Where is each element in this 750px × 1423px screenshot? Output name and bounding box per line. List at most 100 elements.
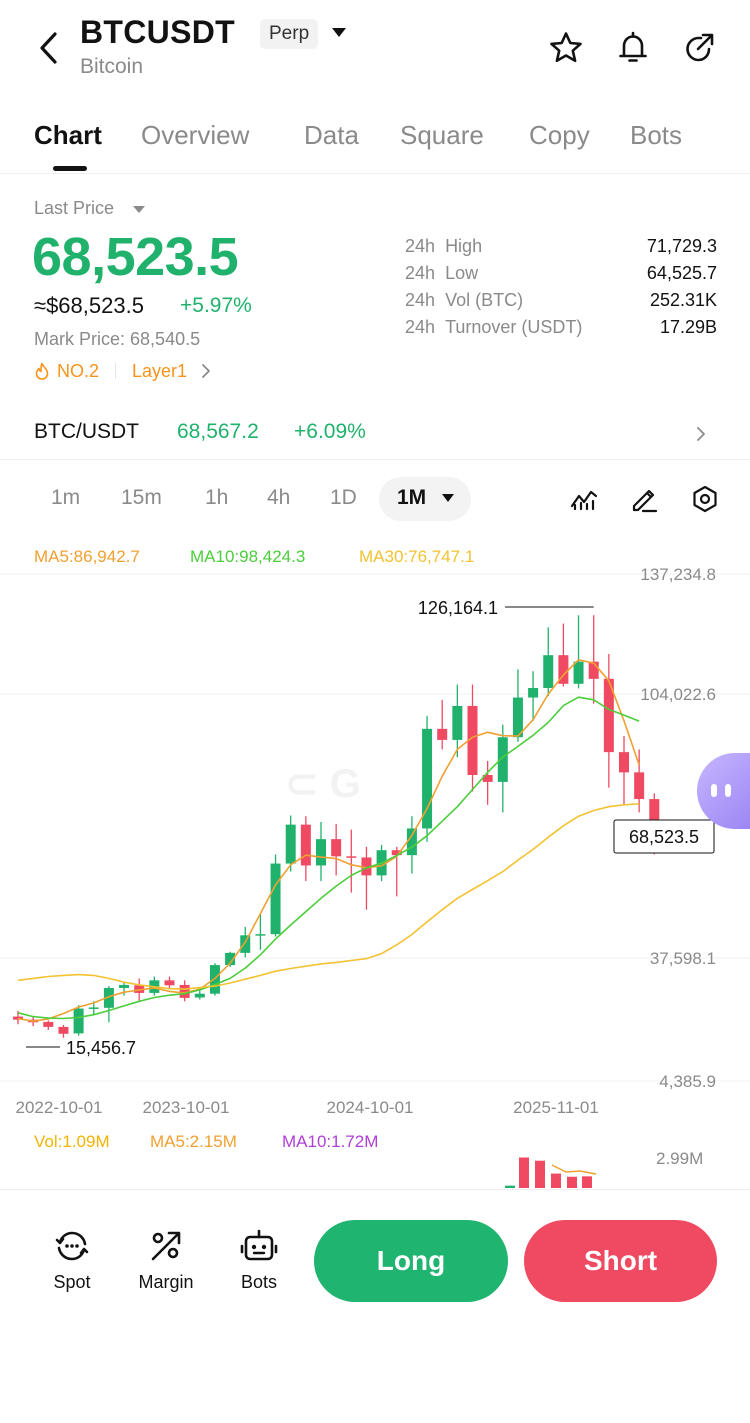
star-icon[interactable]: [546, 28, 586, 68]
spot-pair-price: 68,567.2: [177, 420, 259, 443]
interval-1m[interactable]: 1m: [51, 486, 81, 509]
tab-copy[interactable]: Copy: [529, 120, 590, 150]
vol-ma10-legend: MA10:1.72M: [282, 1132, 379, 1151]
interval-bar: 1m 15m 1h 4h 1D 1M: [0, 472, 750, 528]
candle: [543, 627, 554, 697]
tab-chart[interactable]: Chart: [34, 120, 102, 150]
candle-body: [194, 993, 205, 998]
stat-label: 24h Turnover (USDT): [405, 317, 583, 337]
indicator-icon[interactable]: [567, 482, 601, 516]
stat-row-high: 24h High 71,729.3: [405, 236, 717, 263]
rank-tag[interactable]: NO.2: [57, 360, 100, 381]
stat-row-turnover: 24h Turnover (USDT) 17.29B: [405, 317, 717, 344]
candle-body: [58, 1026, 69, 1034]
candle-body: [119, 984, 130, 988]
long-button[interactable]: Long: [314, 1220, 508, 1302]
tab-data[interactable]: Data: [304, 120, 359, 150]
candlestick-chart[interactable]: ⊂ G 126,164.1 15,456.7 68,523.5 137,234.8 1…: [0, 540, 750, 1130]
assistant-bubble[interactable]: [697, 753, 750, 829]
share-icon[interactable]: [680, 28, 720, 68]
volume-bar: [582, 1176, 592, 1188]
tab-bots[interactable]: Bots: [630, 120, 683, 150]
candle-body: [361, 857, 372, 876]
candle: [558, 623, 569, 687]
candle: [285, 815, 296, 872]
category-tag[interactable]: Layer1: [132, 360, 188, 381]
candle-body: [43, 1021, 54, 1027]
ma10-legend: MA10:98,424.3: [190, 547, 306, 566]
candle-body: [316, 839, 326, 866]
candle-body: [346, 856, 357, 858]
candle-body: [225, 952, 236, 966]
ma30-line: [17, 803, 640, 990]
candle: [482, 760, 493, 805]
candle: [225, 951, 236, 967]
last-price-label: 68,523.5: [629, 827, 699, 847]
margin-icon: [126, 1226, 206, 1266]
perp-badge[interactable]: Perp: [260, 19, 319, 49]
chevron-down-icon[interactable]: [332, 28, 346, 37]
candle: [103, 986, 114, 1023]
margin-button[interactable]: Margin: [126, 1226, 206, 1293]
symbol-title[interactable]: BTCUSDT: [80, 14, 235, 50]
ma10-line: [17, 696, 640, 1020]
candle-body: [179, 984, 190, 998]
candle: [361, 846, 372, 910]
stat-label: 24h High: [405, 236, 483, 256]
interval-15m[interactable]: 15m: [121, 486, 162, 509]
bell-icon[interactable]: [613, 28, 653, 68]
volume-bars: [505, 1157, 597, 1188]
candle: [179, 980, 190, 1002]
usd-price: ≈$68,523.5: [34, 293, 144, 318]
stat-row-volume: 24h Vol (BTC) 252.31K: [405, 290, 717, 317]
candle: [603, 654, 614, 788]
spot-pair-row[interactable]: BTC/USDT 68,567.2 +6.09%: [0, 410, 750, 460]
candle-body: [619, 752, 629, 773]
chevron-right-icon[interactable]: [201, 363, 211, 379]
candle: [634, 749, 645, 813]
stat-value: 17.29B: [659, 317, 717, 337]
interval-selector[interactable]: [379, 477, 471, 521]
short-button[interactable]: Short: [524, 1220, 717, 1302]
candle-body: [543, 655, 554, 689]
last-price-label[interactable]: Last Price: [34, 198, 115, 218]
price-change-pct: +5.97%: [180, 294, 252, 317]
mark-price: Mark Price: 68,540.5: [34, 329, 200, 350]
candle-body: [255, 934, 266, 936]
bots-button[interactable]: Bots: [219, 1226, 299, 1293]
draw-tool-icon[interactable]: [627, 482, 661, 516]
interval-4h[interactable]: 4h: [267, 486, 291, 509]
price-chart[interactable]: ⊂ G 126,164.1 15,456.7 68,523.5 137,234.8 1…: [0, 540, 750, 1130]
candle: [270, 854, 281, 937]
x-tick-label: 2025-11-01: [513, 1098, 599, 1117]
candle-body: [512, 697, 523, 738]
candle-body: [573, 661, 584, 684]
chevron-right-icon[interactable]: [696, 426, 706, 447]
tag-row[interactable]: NO.2 Layer1: [34, 359, 211, 383]
candle-body: [73, 1008, 84, 1034]
spot-button[interactable]: Spot: [32, 1226, 112, 1293]
back-icon[interactable]: [30, 28, 66, 68]
vol-ma5-legend: MA5:2.15M: [150, 1132, 237, 1151]
y-tick-label: 137,234.8: [640, 565, 716, 584]
interval-1h[interactable]: 1h: [205, 486, 229, 509]
candle-body: [497, 737, 508, 782]
caret-down-icon[interactable]: [133, 206, 145, 213]
candle: [209, 963, 220, 996]
interval-active[interactable]: 1M: [397, 486, 427, 509]
stat-value: 71,729.3: [646, 236, 717, 256]
y-tick-label: 104,022.6: [640, 685, 716, 704]
tab-square[interactable]: Square: [400, 120, 484, 150]
caret-down-icon[interactable]: [442, 494, 454, 502]
bubble-eye: [711, 784, 717, 797]
spot-icon: [32, 1226, 112, 1266]
candle: [619, 736, 629, 805]
interval-1d[interactable]: 1D: [330, 486, 357, 509]
tab-overview[interactable]: Overview: [141, 120, 250, 150]
stat-label: 24h Vol (BTC): [405, 290, 524, 310]
chart-settings-icon[interactable]: [688, 482, 722, 516]
y-tick-label: 4,385.9: [659, 1072, 716, 1091]
candle: [528, 671, 539, 721]
candle-body: [103, 987, 114, 1008]
candle: [573, 615, 584, 689]
